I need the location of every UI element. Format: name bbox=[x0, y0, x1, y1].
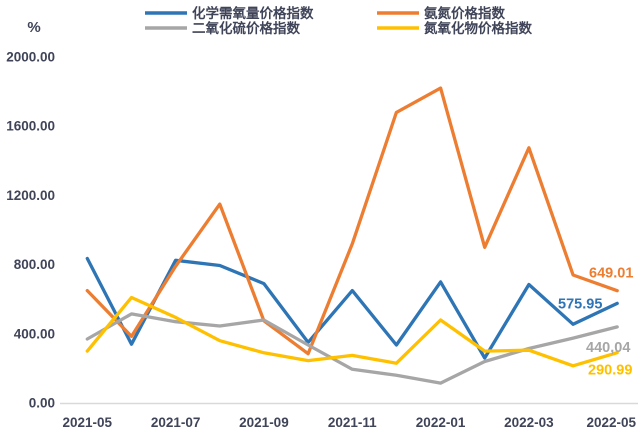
x-axis-tick-label: 2022-03 bbox=[504, 415, 554, 430]
data-label-cod: 575.95 bbox=[558, 296, 602, 312]
x-axis-tick-label: 2021-09 bbox=[239, 415, 289, 430]
y-axis-tick-label: 1600.00 bbox=[6, 119, 55, 134]
y-axis-tick-label: 0.00 bbox=[29, 396, 55, 411]
y-axis-tick-label: 800.00 bbox=[14, 257, 55, 272]
x-axis-tick-label: 2021-11 bbox=[328, 415, 377, 430]
series-line-cod bbox=[85, 256, 619, 360]
x-axis-tick-label: 2022-01 bbox=[416, 415, 466, 430]
x-axis-tick-label: 2021-07 bbox=[151, 415, 201, 430]
y-axis-tick-label: 2000.00 bbox=[6, 50, 55, 65]
x-axis-tick-label: 2021-05 bbox=[63, 415, 113, 430]
legend-label-ammonia-nitrogen: 氨氮价格指数 bbox=[424, 5, 505, 21]
data-label-nox: 290.99 bbox=[588, 363, 632, 379]
legend-label-nox: 氮氧化物价格指数 bbox=[424, 20, 532, 36]
y-axis-tick-label: 1200.00 bbox=[6, 188, 55, 203]
legend-label-cod: 化学需氧量价格指数 bbox=[192, 5, 314, 21]
legend-label-so2: 二氧化硫价格指数 bbox=[192, 20, 300, 36]
series-line-ammonia-nitrogen bbox=[85, 86, 619, 356]
data-label-ammonia-nitrogen: 649.01 bbox=[589, 266, 633, 282]
y-axis-unit-label: % bbox=[27, 19, 41, 36]
x-axis-tick-label: 2022-05 bbox=[586, 415, 636, 430]
series-line-so2 bbox=[85, 312, 619, 385]
data-label-so2: 440,04 bbox=[586, 340, 630, 356]
y-axis-tick-label: 400.00 bbox=[14, 326, 55, 341]
series-line-nox bbox=[85, 295, 619, 368]
